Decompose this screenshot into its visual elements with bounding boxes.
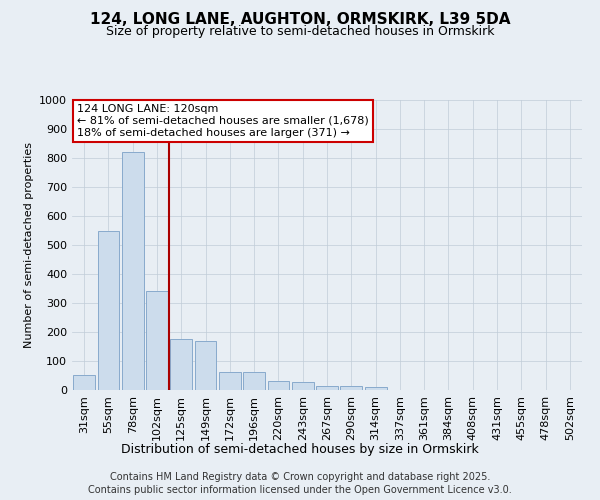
Text: Contains public sector information licensed under the Open Government Licence v3: Contains public sector information licen… <box>88 485 512 495</box>
Bar <box>194 340 217 390</box>
Bar <box>122 152 143 390</box>
Bar <box>219 372 241 390</box>
Text: Size of property relative to semi-detached houses in Ormskirk: Size of property relative to semi-detach… <box>106 25 494 38</box>
Bar <box>243 372 265 390</box>
Bar <box>268 380 289 390</box>
Bar <box>73 375 95 390</box>
Text: 124, LONG LANE, AUGHTON, ORMSKIRK, L39 5DA: 124, LONG LANE, AUGHTON, ORMSKIRK, L39 5… <box>90 12 510 28</box>
Bar <box>340 386 362 390</box>
Bar <box>170 339 192 390</box>
Y-axis label: Number of semi-detached properties: Number of semi-detached properties <box>23 142 34 348</box>
Bar <box>292 382 314 390</box>
Bar <box>97 230 119 390</box>
Bar <box>146 292 168 390</box>
Text: Distribution of semi-detached houses by size in Ormskirk: Distribution of semi-detached houses by … <box>121 442 479 456</box>
Text: 124 LONG LANE: 120sqm
← 81% of semi-detached houses are smaller (1,678)
18% of s: 124 LONG LANE: 120sqm ← 81% of semi-deta… <box>77 104 369 138</box>
Text: Contains HM Land Registry data © Crown copyright and database right 2025.: Contains HM Land Registry data © Crown c… <box>110 472 490 482</box>
Bar <box>316 386 338 390</box>
Bar <box>365 387 386 390</box>
